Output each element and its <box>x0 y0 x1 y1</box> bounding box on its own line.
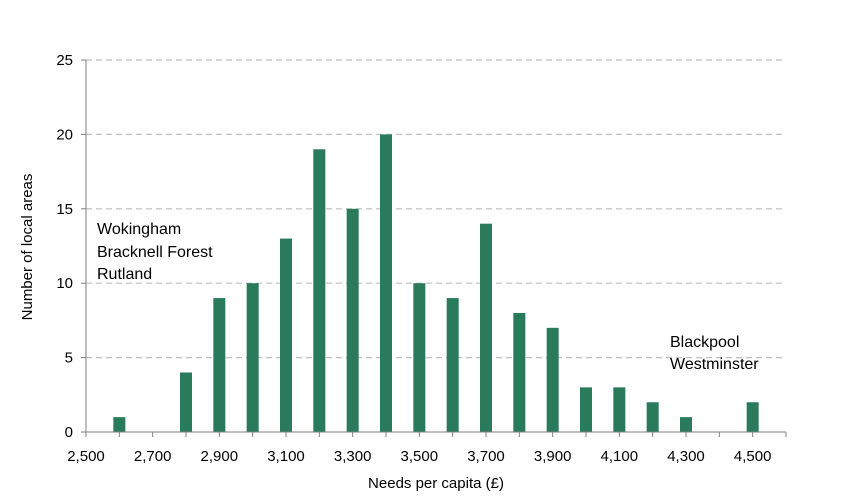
x-axis-title: Needs per capita (£) <box>368 475 504 492</box>
y-tick-label: 25 <box>56 52 73 69</box>
x-tick-label: 3,900 <box>534 448 572 465</box>
bar <box>280 238 292 432</box>
annotation-rutland: Rutland <box>97 266 152 283</box>
x-tick-labels: 2,500 2,700 2,900 3,100 3,300 3,500 3,700 3,900… <box>67 448 771 465</box>
bar <box>746 402 759 432</box>
annotation-bracknell-forest: Bracknell Forest <box>97 244 213 261</box>
bar <box>613 387 626 432</box>
y-tick-label: 5 <box>65 350 73 367</box>
y-tick-label: 15 <box>56 201 73 218</box>
x-tick-label: 3,100 <box>267 448 305 465</box>
x-tick-label: 3,500 <box>401 448 439 465</box>
y-tick-label: 0 <box>65 424 73 441</box>
annotation-blackpool: Blackpool <box>670 334 739 351</box>
bar <box>380 134 392 432</box>
x-tick-label: 3,700 <box>467 448 505 465</box>
y-tick-label: 20 <box>56 126 73 143</box>
bar <box>346 208 359 432</box>
bars <box>113 134 759 432</box>
axes <box>81 59 787 437</box>
x-tick-label: 4,500 <box>734 448 772 465</box>
bar <box>646 402 659 432</box>
y-tick-label: 10 <box>56 275 73 292</box>
bar <box>580 387 592 432</box>
bar <box>246 283 259 432</box>
y-axis-title: Number of local areas <box>19 174 36 321</box>
bar <box>213 298 226 432</box>
x-tick-label: 2,500 <box>67 448 105 465</box>
bar <box>546 327 559 432</box>
bar <box>113 417 126 432</box>
gridlines <box>86 59 786 359</box>
annotation-wokingham: Wokingham <box>97 221 181 238</box>
x-tick-label: 3,300 <box>334 448 372 465</box>
bar <box>513 312 526 432</box>
bar <box>680 417 692 432</box>
x-tick-label: 2,900 <box>201 448 239 465</box>
bar <box>413 283 426 432</box>
bar <box>180 372 192 432</box>
y-tick-labels: 0 5 10 15 20 25 <box>56 52 73 441</box>
bar <box>480 223 492 432</box>
bar <box>313 149 326 432</box>
x-tick-label: 4,300 <box>667 448 705 465</box>
x-tick-label: 4,100 <box>601 448 639 465</box>
bar <box>446 298 459 432</box>
annotation-westminster: Westminster <box>670 356 759 373</box>
x-tick-label: 2,700 <box>134 448 172 465</box>
